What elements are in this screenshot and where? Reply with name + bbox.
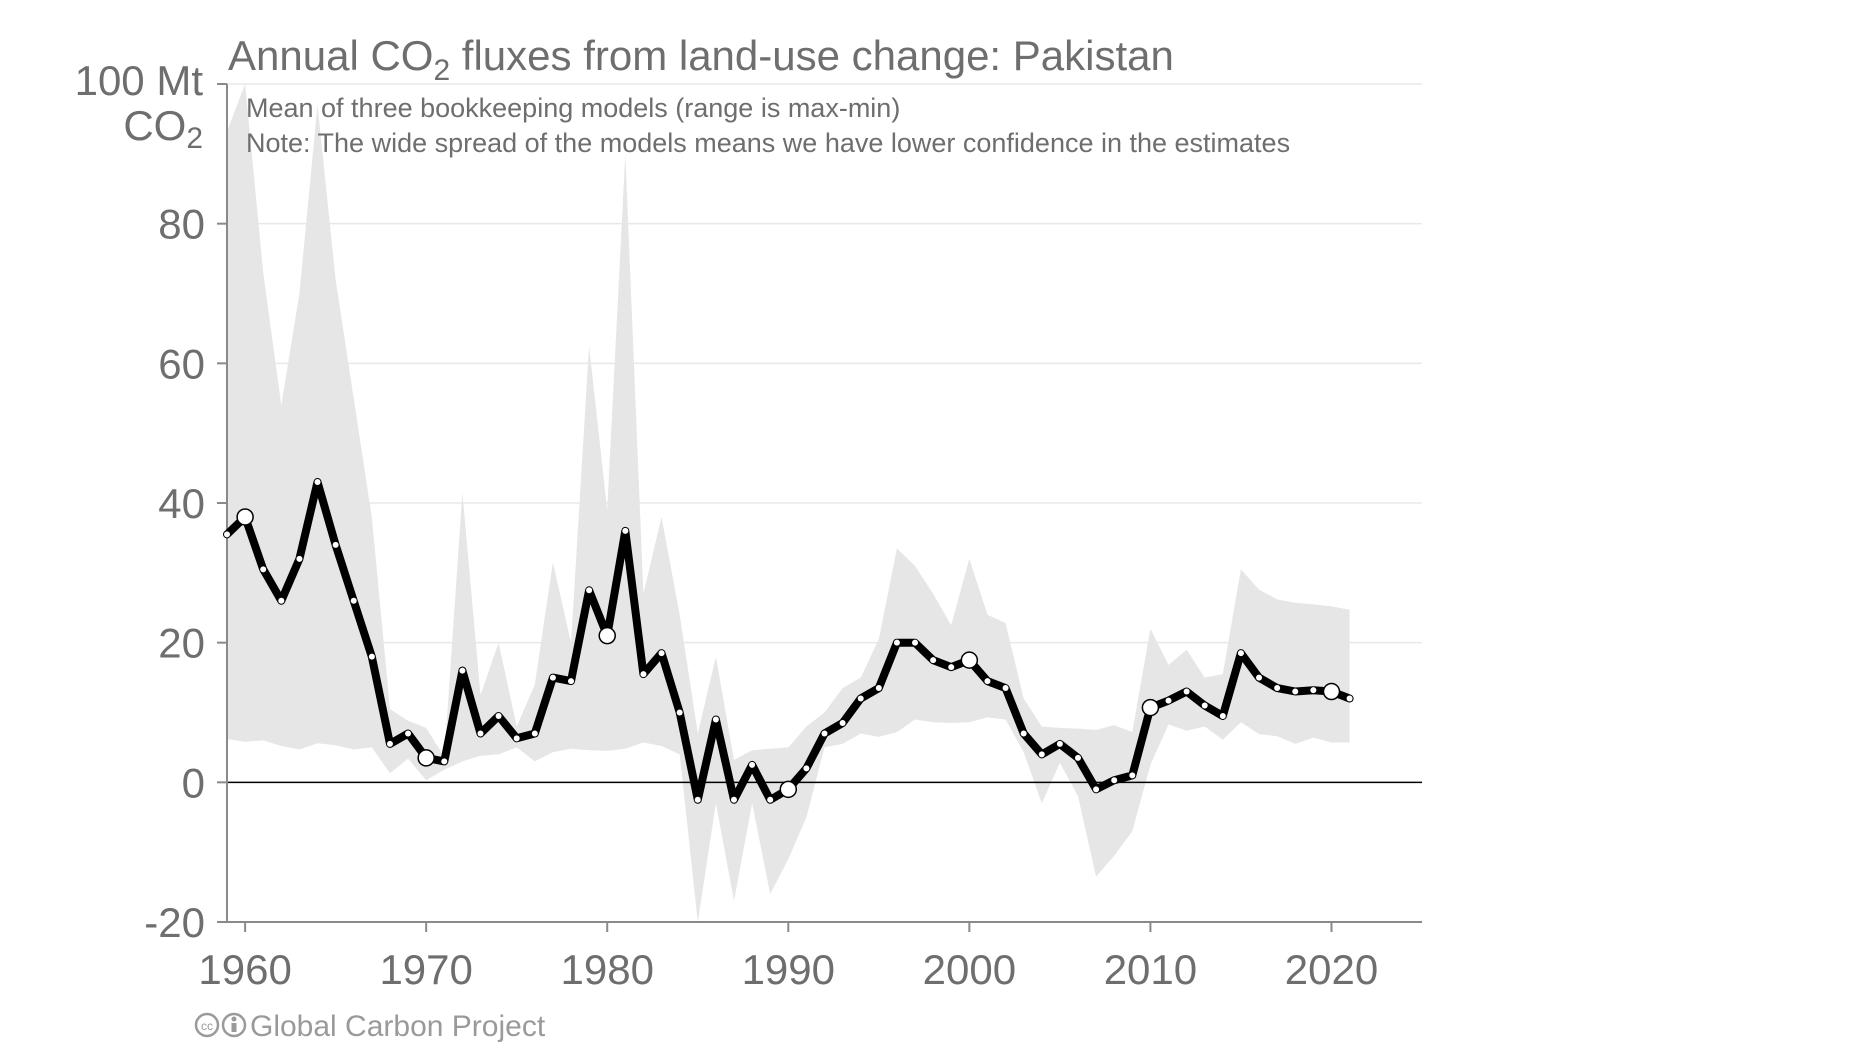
mean-point xyxy=(875,685,882,692)
mean-point xyxy=(332,541,339,548)
y-tick-label: 80 xyxy=(158,201,205,248)
mean-point xyxy=(586,587,593,594)
mean-point xyxy=(568,678,575,685)
y-tick-label: 0 xyxy=(182,759,205,806)
mean-point xyxy=(1038,751,1045,758)
mean-point xyxy=(948,664,955,671)
mean-point xyxy=(1074,754,1081,761)
mean-point xyxy=(730,796,737,803)
mean-series-points xyxy=(224,479,1353,803)
mean-point xyxy=(1256,674,1263,681)
mean-point xyxy=(1237,650,1244,657)
mean-point xyxy=(712,716,719,723)
mean-point xyxy=(405,730,412,737)
x-tick-labels: 1960 1970 1980 1990 2000 2010 2020 xyxy=(198,946,1378,993)
mean-point xyxy=(531,730,538,737)
x-tick-label: 2010 xyxy=(1104,946,1197,993)
mean-point xyxy=(224,531,230,538)
mean-point xyxy=(260,566,267,573)
x-tick-label: 2020 xyxy=(1285,946,1378,993)
mean-point-highlight xyxy=(417,749,435,767)
mean-point xyxy=(658,650,665,657)
mean-point xyxy=(368,653,375,660)
mean-point xyxy=(477,730,484,737)
mean-point xyxy=(930,657,937,664)
mean-point xyxy=(350,597,357,604)
mean-point-highlight xyxy=(779,780,798,799)
mean-point xyxy=(513,735,520,742)
mean-point xyxy=(984,678,991,685)
model-range-band xyxy=(227,84,1350,922)
y-tick-labels: -20 0 20 40 60 80 xyxy=(144,201,205,946)
y-tick-label: 20 xyxy=(158,620,205,667)
mean-point xyxy=(441,758,448,765)
mean-point-highlight xyxy=(1322,682,1341,701)
mean-point xyxy=(1165,697,1172,704)
mean-point xyxy=(1111,777,1118,784)
mean-point xyxy=(1020,730,1027,737)
mean-point xyxy=(1219,712,1226,719)
mean-point xyxy=(296,555,303,562)
mean-point xyxy=(1129,772,1136,779)
y-tick-label: 40 xyxy=(158,480,205,527)
chart-subtitle-line-2: Note: The wide spread of the models mean… xyxy=(246,128,1290,158)
credit-text: Global Carbon Project xyxy=(250,1010,546,1042)
mean-point xyxy=(459,667,466,674)
credit: cc Global Carbon Project xyxy=(194,1010,546,1042)
mean-point-highlight xyxy=(960,651,979,669)
mean-point xyxy=(821,730,828,737)
mean-point xyxy=(314,479,321,486)
mean-point xyxy=(386,740,393,747)
chart-title: Annual CO2 fluxes from land-use change: … xyxy=(228,32,1174,87)
axes xyxy=(217,83,1422,932)
grid-lines xyxy=(227,83,1422,644)
mean-point xyxy=(1346,695,1353,702)
mean-point xyxy=(495,712,502,719)
mean-point xyxy=(1002,685,1009,692)
mean-point xyxy=(1093,786,1100,793)
mean-point xyxy=(912,639,919,646)
mean-point xyxy=(839,719,846,726)
mean-point-highlight xyxy=(236,508,254,526)
mean-point xyxy=(857,695,864,702)
x-tick-label: 2000 xyxy=(923,946,1016,993)
mean-point xyxy=(1056,740,1063,747)
mean-point-highlight xyxy=(1141,698,1160,717)
y-axis-unit-line-1: 100 Mt xyxy=(75,57,204,104)
mean-point xyxy=(640,671,647,678)
chart-subtitle-line-1: Mean of three bookkeeping models (range … xyxy=(246,93,900,123)
svg-text:cc: cc xyxy=(201,1019,213,1033)
x-tick-label: 1970 xyxy=(379,946,472,993)
x-tick-label: 1980 xyxy=(561,946,654,993)
mean-point xyxy=(1201,702,1208,709)
x-tick-label: 1990 xyxy=(742,946,835,993)
mean-point xyxy=(803,765,810,772)
mean-point xyxy=(749,761,756,768)
mean-point-highlight xyxy=(598,626,616,645)
mean-point xyxy=(1310,687,1317,694)
y-tick-label: 60 xyxy=(158,340,205,387)
mean-point xyxy=(767,796,774,803)
x-tick-label: 1960 xyxy=(198,946,291,993)
creative-commons-icon: cc xyxy=(194,1012,220,1038)
mean-point xyxy=(549,674,556,681)
mean-point xyxy=(622,527,629,534)
mean-point xyxy=(278,597,285,604)
attribution-icon xyxy=(221,1012,247,1038)
mean-point xyxy=(1292,688,1299,695)
mean-point xyxy=(1274,685,1281,692)
y-axis-unit-line-2: CO2 xyxy=(123,102,203,155)
mean-point xyxy=(694,796,701,803)
mean-point xyxy=(893,639,900,646)
mean-point xyxy=(1183,688,1190,695)
mean-point xyxy=(676,709,683,716)
y-tick-label: -20 xyxy=(144,899,205,946)
